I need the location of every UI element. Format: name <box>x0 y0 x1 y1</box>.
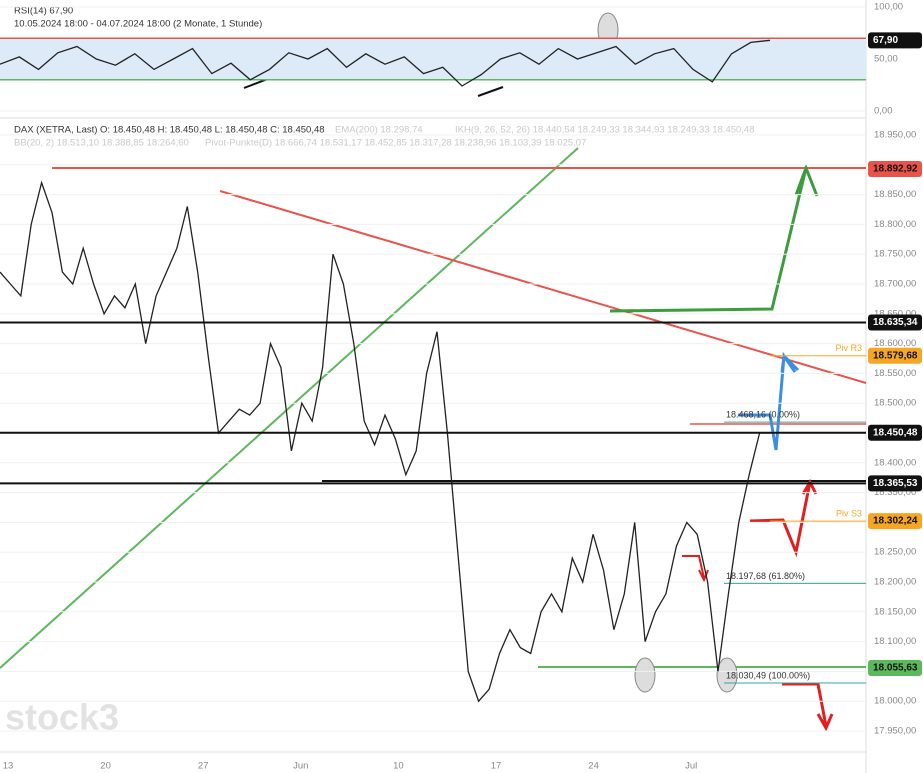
rsi-trend <box>477 86 504 97</box>
level-label: 67,90 <box>873 35 898 46</box>
level-box <box>868 314 922 331</box>
rsi-title: RSI(14) 67,90 <box>14 6 73 17</box>
fib-label: 18.468,16 (0.00%) <box>726 410 800 420</box>
trend-line <box>219 190 867 384</box>
x-tick-label: 13 <box>3 761 14 772</box>
y-tick-label: 18.700,00 <box>874 279 916 290</box>
level-box <box>868 32 922 49</box>
x-tick-label: 20 <box>100 761 111 772</box>
indicator-ema: EMA(200) 18.298,74 <box>335 125 423 136</box>
pivot-label: Piv R3 <box>835 343 862 353</box>
level-box <box>868 347 922 364</box>
indicator-ikh: IKH(9, 26, 52, 26) 18.440,54 18.249,33 1… <box>455 125 755 136</box>
indicator-pivot: Pivot-Punkte(D) 18.666,74 18.531,17 18.4… <box>205 138 586 149</box>
arrow-up <box>609 163 819 313</box>
level-box <box>868 161 922 178</box>
y-tick-label: 18.150,00 <box>874 606 916 617</box>
x-tick-label: 27 <box>198 761 209 772</box>
y-tick-label: 18.250,00 <box>874 547 916 558</box>
price-line <box>0 39 771 87</box>
level-label: 18.635,34 <box>873 317 918 328</box>
level-label: 18.450,48 <box>873 427 918 438</box>
level-box <box>868 660 922 677</box>
level-box <box>868 513 922 530</box>
y-tick-label: 18.000,00 <box>874 696 916 707</box>
rsi-band <box>0 38 866 80</box>
x-tick-label: 10 <box>393 761 404 772</box>
y-tick-label: 50,00 <box>874 54 898 65</box>
y-tick-label: 18.950,00 <box>874 130 916 141</box>
y-tick-label: 18.800,00 <box>874 219 916 230</box>
level-box <box>868 475 922 492</box>
y-tick-label: 18.100,00 <box>874 636 916 647</box>
x-tick-label: Jul <box>685 761 697 772</box>
y-tick-label: 0,00 <box>874 106 893 117</box>
rsi-subtitle: 10.05.2024 18:00 - 04.07.2024 18:00 (2 M… <box>14 19 262 30</box>
fib-label: 18.030,49 (100.00%) <box>726 670 810 680</box>
y-tick-label: 18.350,00 <box>874 487 916 498</box>
arrow-red-small <box>682 555 709 583</box>
price-line <box>0 180 770 703</box>
indicator-bb: BB(20, 2) 18.513,10 18.388,85 18.264,60 <box>14 138 189 149</box>
level-label: 18.055,63 <box>873 663 918 674</box>
level-label: 18.579,68 <box>873 350 918 361</box>
trend-line <box>0 147 579 669</box>
low-marker <box>634 657 656 693</box>
y-tick-label: 18.850,00 <box>874 189 916 200</box>
level-label: 18.365,53 <box>873 478 918 489</box>
y-tick-label: 18.400,00 <box>874 457 916 468</box>
fib-label: 18.197,68 (61.80%) <box>726 571 805 581</box>
level-label: 18.892,92 <box>873 164 918 175</box>
y-tick-label: 18.650,00 <box>874 308 916 319</box>
y-tick-label: 100,00 <box>874 2 903 13</box>
arrow-red <box>749 478 818 558</box>
x-tick-label: Jun <box>293 761 308 772</box>
arrow-down <box>782 682 834 732</box>
pivot-label: Piv S3 <box>836 508 862 518</box>
y-tick-label: 18.600,00 <box>874 338 916 349</box>
y-tick-label: 18.750,00 <box>874 249 916 260</box>
x-tick-label: 17 <box>491 761 502 772</box>
x-tick-label: 24 <box>588 761 599 772</box>
price-title: DAX (XETRA, Last) O: 18.450,48 H: 18.450… <box>14 125 325 136</box>
y-tick-label: 18.200,00 <box>874 577 916 588</box>
y-tick-label: 18.500,00 <box>874 398 916 409</box>
y-tick-label: 18.550,00 <box>874 368 916 379</box>
y-tick-label: 17.950,00 <box>874 726 916 737</box>
level-box <box>868 424 922 441</box>
level-label: 18.302,24 <box>873 516 918 527</box>
